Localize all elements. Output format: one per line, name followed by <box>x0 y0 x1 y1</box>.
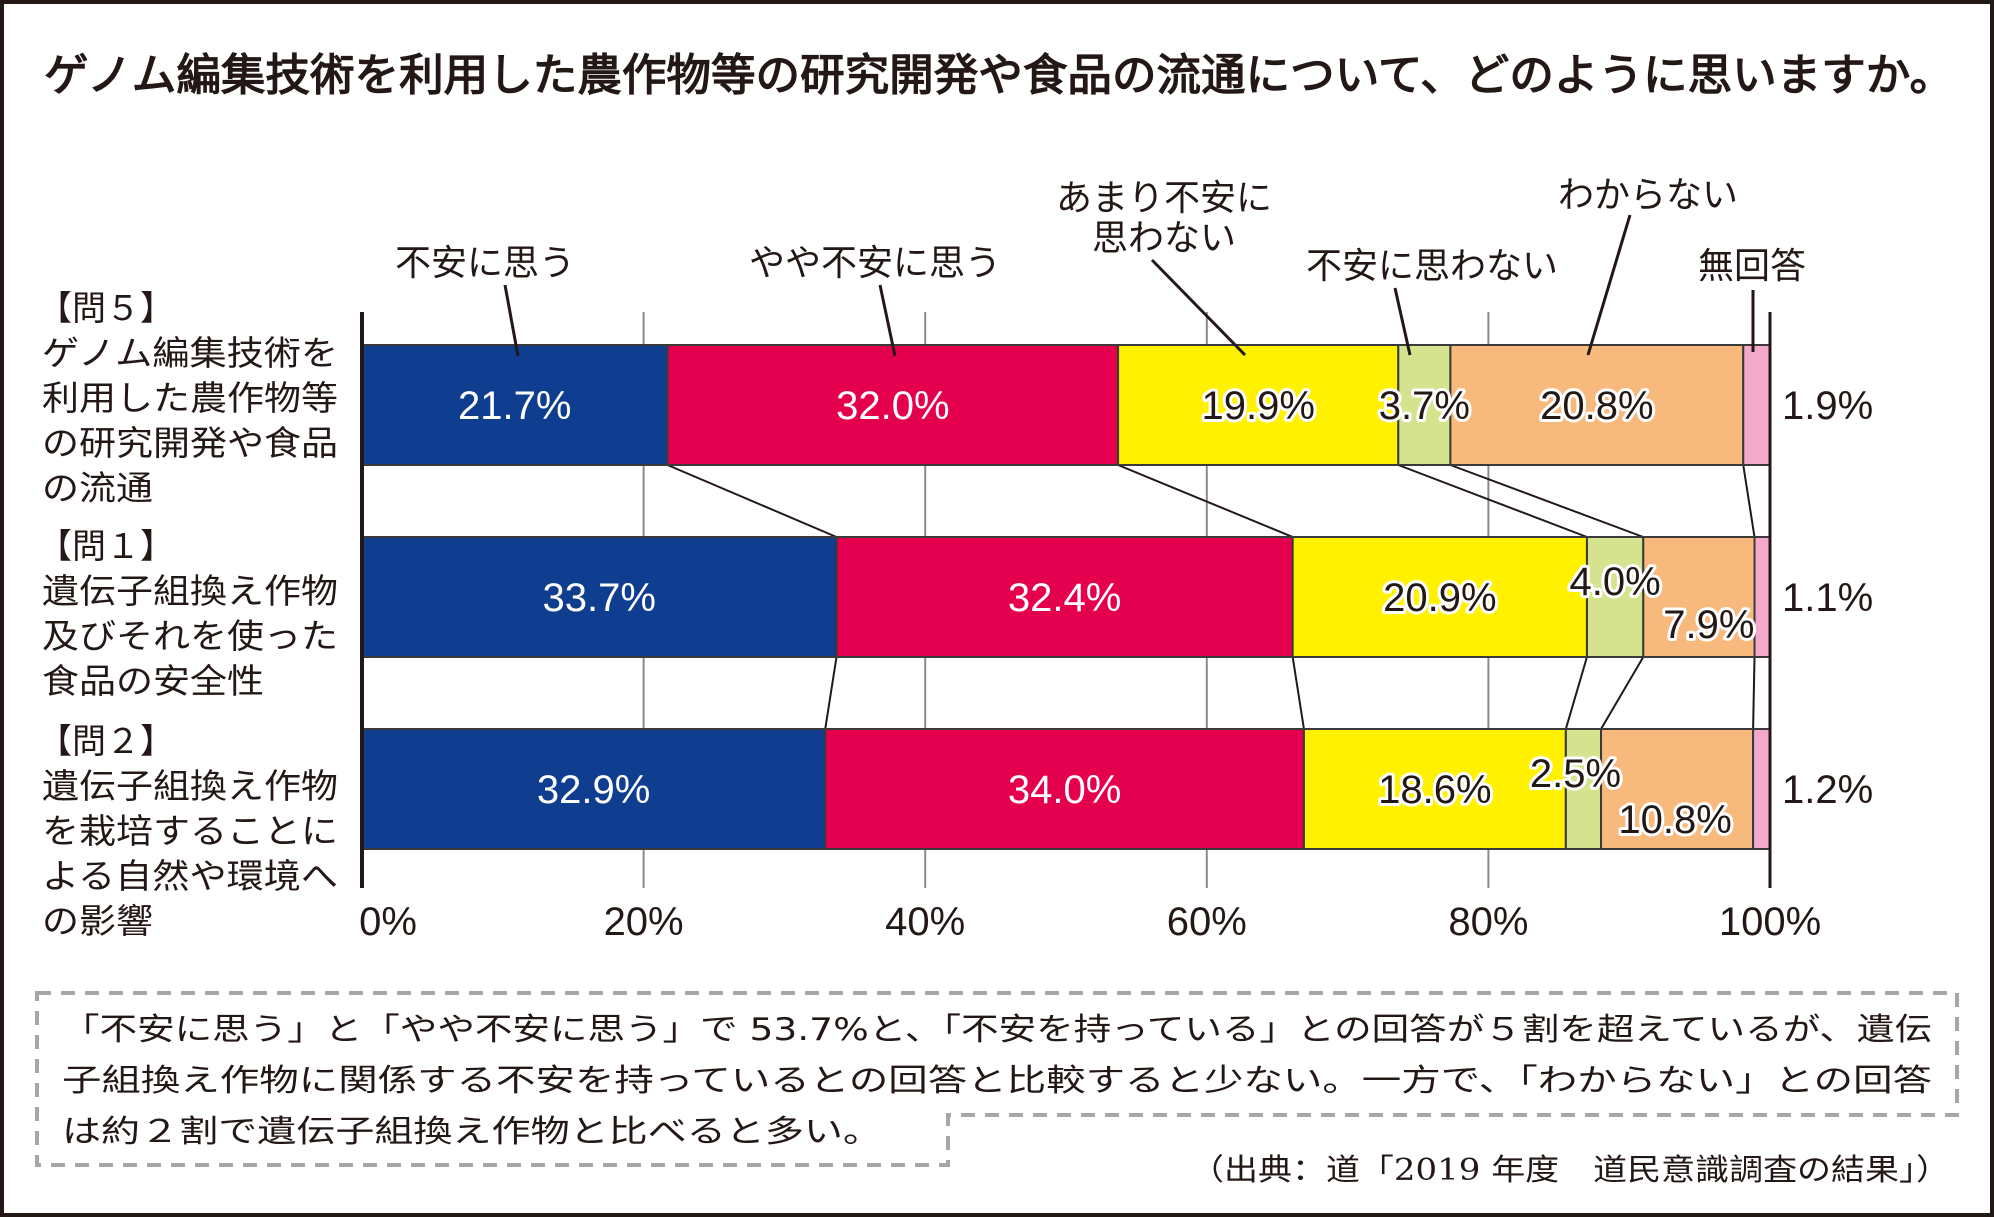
connector-line <box>1450 464 1644 538</box>
series-label: やや不安に思う <box>749 243 1001 284</box>
x-tick-label: 100% <box>1719 900 1821 944</box>
bar-segment <box>1117 344 1400 466</box>
value-label: 2.5% <box>1530 752 1621 796</box>
connector-line <box>1564 656 1588 730</box>
note-box <box>35 991 1959 1167</box>
connector-line <box>1600 656 1645 730</box>
value-label: 34.0% <box>1008 768 1121 812</box>
value-labels: 21.7% 33.7% 32.9% 32.0% 32.4% 34.0% 19.9% 20.9%… <box>458 381 1873 845</box>
bar-segment <box>1742 344 1772 466</box>
value-label: 18.6% <box>1378 768 1491 812</box>
series-label: 不安に思わない <box>1306 246 1558 287</box>
bar-segment <box>1302 728 1567 850</box>
bar-segment <box>1585 536 1645 658</box>
connector-lines <box>667 464 1756 730</box>
connector-line <box>667 464 837 538</box>
leader-line <box>503 284 520 357</box>
category-label: 利用した農作物等 <box>42 379 338 419</box>
value-label: 32.9% <box>537 768 650 812</box>
connector-line <box>1117 464 1294 538</box>
value-label: 20.9% <box>1383 576 1496 620</box>
bar-segment <box>1449 344 1745 466</box>
leader-line <box>1150 258 1247 357</box>
citation: （出典：道「2019 年度 道民意識調査の結果」） <box>1190 1153 1950 1188</box>
bar-segment <box>1642 536 1756 658</box>
leader-line <box>878 284 897 357</box>
leader-line <box>1393 287 1412 356</box>
bar-segment <box>1752 728 1772 850</box>
bar-segment <box>1753 536 1771 658</box>
series-label: 無回答 <box>1698 246 1806 287</box>
category-label: ゲノム編集技術を <box>42 334 338 374</box>
bar-segment <box>1600 728 1755 850</box>
category-label: 遺伝子組換え作物 <box>42 767 338 807</box>
value-label: 32.4% <box>1008 576 1121 620</box>
connector-line <box>1742 464 1756 538</box>
x-tick-label: 40% <box>885 900 965 944</box>
category-label: を栽培することに <box>42 812 338 852</box>
category-label: の流通 <box>42 469 153 509</box>
bars <box>361 344 1772 850</box>
category-label: よる自然や環境へ <box>42 857 338 897</box>
connector-line <box>1752 656 1756 730</box>
series-label: 不安に思う <box>395 243 575 284</box>
connector-line <box>1291 656 1305 730</box>
category-id: 【問２】 <box>38 722 174 762</box>
x-tick-label: 80% <box>1448 900 1528 944</box>
category-label: の影響 <box>42 902 153 942</box>
value-label: 4.0% <box>1570 560 1661 604</box>
connector-line <box>1397 464 1588 538</box>
value-label: 1.1% <box>1782 576 1873 620</box>
value-label: 1.2% <box>1782 768 1873 812</box>
bar-segment <box>1397 344 1452 466</box>
note-line-1: 「不安に思う」と「やや不安に思う」で 53.7%と、「不安を持っている」との回答… <box>62 1012 1932 1048</box>
value-label: 32.0% <box>836 384 949 428</box>
note-line-3: は約２割で遺伝子組換え作物と比べると多い。 <box>62 1114 882 1150</box>
bar-segment <box>835 536 1294 658</box>
category-label: の研究開発や食品 <box>42 424 338 464</box>
bar-segment <box>824 728 1305 850</box>
axes <box>360 312 1772 888</box>
note-line-2: 子組換え作物に関係する不安を持っているとの回答と比較すると少ない。一方で、「わか… <box>62 1063 1932 1099</box>
value-label: 3.7% <box>1379 384 1470 428</box>
category-id: 【問５】 <box>38 289 174 329</box>
bar-segment <box>666 344 1120 466</box>
value-label: 20.8% <box>1540 384 1653 428</box>
category-id: 【問１】 <box>38 527 174 567</box>
category-label: 遺伝子組換え作物 <box>42 572 338 612</box>
series-label: あまり不安に <box>1056 178 1272 219</box>
bar-segment <box>1291 536 1588 658</box>
leader-line <box>1586 214 1632 356</box>
bar-segment <box>361 536 838 658</box>
x-tick-label: 0% <box>359 900 417 944</box>
x-tick-label: 60% <box>1167 900 1247 944</box>
x-tick-label: 20% <box>604 900 684 944</box>
value-label: 7.9% <box>1663 603 1754 647</box>
category-labels: 【問５】ゲノム編集技術を利用した農作物等の研究開発や食品の流通【問１】遺伝子組換… <box>38 289 338 942</box>
connector-line <box>824 656 838 730</box>
leader-lines <box>503 214 1755 357</box>
value-label: 10.8% <box>1618 798 1731 842</box>
series-label: 思わない <box>1092 218 1236 259</box>
value-label: 19.9% <box>1201 384 1314 428</box>
value-label: 33.7% <box>543 576 656 620</box>
bar-segment <box>1564 728 1603 850</box>
x-tick-labels: 0% 20% 40% 60% 80% 100% <box>359 900 1821 944</box>
series-label: わからない <box>1558 175 1738 216</box>
value-label: 1.9% <box>1782 384 1873 428</box>
chart-title: ゲノム編集技術を利用した農作物等の研究開発や食品の流通について、どのように思いま… <box>44 50 1954 101</box>
value-label: 21.7% <box>458 384 571 428</box>
category-label: 食品の安全性 <box>42 662 264 702</box>
category-label: 及びそれを使った <box>42 617 338 657</box>
